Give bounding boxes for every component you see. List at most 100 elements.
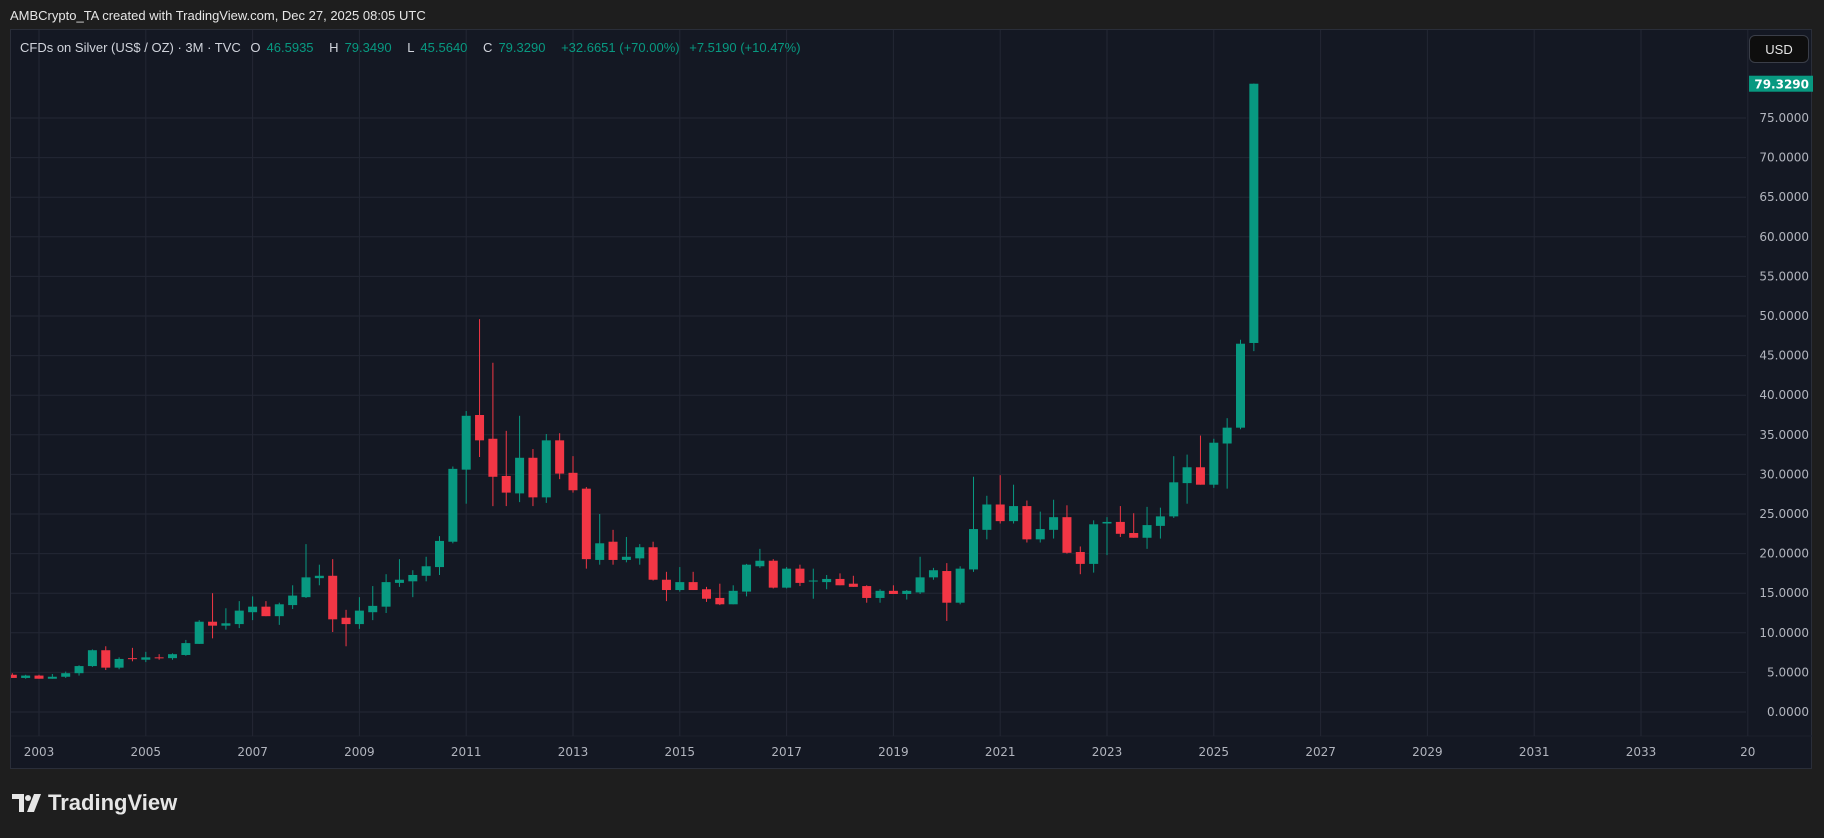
candle-body xyxy=(74,666,84,674)
x-tick-label: 20 xyxy=(1740,745,1755,759)
candle-body xyxy=(101,650,111,668)
chart-panel[interactable]: 0.0000 5.0000 10.0000 15.0000 20.0000 25.0000… xyxy=(10,29,1813,770)
candle-body xyxy=(755,560,765,567)
candle-body xyxy=(288,595,298,606)
y-tick-label: 60.0000 xyxy=(1759,230,1809,244)
candle-body xyxy=(715,597,725,605)
candle-body xyxy=(141,657,151,660)
candle-body xyxy=(1022,506,1032,540)
x-tick-label: 2031 xyxy=(1519,745,1550,759)
x-tick-label: 2007 xyxy=(237,745,268,759)
candle-body xyxy=(995,504,1005,522)
candle-body xyxy=(1169,482,1179,517)
x-tick-label: 2033 xyxy=(1626,745,1657,759)
x-tick-label: 2005 xyxy=(131,745,162,759)
candle-body xyxy=(515,457,525,494)
candle-body xyxy=(621,556,631,560)
y-tick-label: 20.0000 xyxy=(1759,547,1809,561)
candle-body xyxy=(87,650,97,667)
candle-body xyxy=(969,529,978,570)
y-tick-label: 10.0000 xyxy=(1759,626,1809,640)
candle-body xyxy=(581,488,591,560)
symbol-legend: CFDs on Silver (US$ / OZ) · 3M · TVC O 46… xyxy=(20,40,807,55)
candle-body xyxy=(688,582,698,591)
candle-body xyxy=(248,606,258,613)
candle-body xyxy=(1075,552,1085,564)
x-tick-label: 2003 xyxy=(24,745,55,759)
candle-body xyxy=(341,617,351,625)
candle-body xyxy=(808,580,818,582)
candle-body xyxy=(795,568,805,583)
candle-body xyxy=(822,578,832,583)
candle-body xyxy=(955,568,965,603)
candle-body xyxy=(875,590,885,598)
close-value: C 79.3290 xyxy=(483,40,546,55)
open-value: O 46.5935 xyxy=(250,40,314,55)
x-tick-label: 2011 xyxy=(451,745,482,759)
logo-text: TradingView xyxy=(48,790,178,815)
candle-body xyxy=(928,570,938,578)
candle-body xyxy=(768,560,778,588)
currency-button[interactable]: USD xyxy=(1749,35,1809,63)
candle-body xyxy=(127,658,137,660)
candle-body xyxy=(528,457,538,498)
current-price-badge xyxy=(1749,75,1813,92)
y-tick-label: 25.0000 xyxy=(1759,507,1809,521)
candle-body xyxy=(555,440,565,474)
x-tick-label: 2009 xyxy=(344,745,375,759)
candle-body xyxy=(114,658,124,668)
candle-body xyxy=(261,606,271,617)
candle-body xyxy=(661,579,671,591)
y-tick-label: 50.0000 xyxy=(1759,309,1809,323)
candle-body xyxy=(835,578,845,586)
x-tick-label: 2027 xyxy=(1305,745,1336,759)
x-tick-label: 2023 xyxy=(1092,745,1123,759)
candle-body xyxy=(728,590,738,605)
y-tick-label: 70.0000 xyxy=(1759,151,1809,165)
candle-body xyxy=(568,472,578,491)
candle-body xyxy=(1049,517,1059,530)
candlestick-chart[interactable]: 0.0000 5.0000 10.0000 15.0000 20.0000 25.0000… xyxy=(11,30,1813,770)
candle-body xyxy=(221,623,231,626)
y-tick-label: 75.0000 xyxy=(1759,111,1809,125)
candle-body xyxy=(1115,521,1125,534)
candle-body xyxy=(328,575,338,620)
x-tick-label: 2021 xyxy=(985,745,1016,759)
y-tick-label: 30.0000 xyxy=(1759,467,1809,481)
candle-body xyxy=(234,610,244,625)
candle-body xyxy=(595,543,605,560)
y-tick-label: 65.0000 xyxy=(1759,190,1809,204)
candle-body xyxy=(421,566,431,576)
candle-body xyxy=(1195,467,1205,485)
candle-body xyxy=(208,621,218,626)
candle-body xyxy=(475,415,485,441)
y-tick-label: 55.0000 xyxy=(1759,269,1809,283)
x-tick-label: 2029 xyxy=(1412,745,1443,759)
candle-body xyxy=(381,582,391,607)
candle-body xyxy=(61,673,71,677)
y-tick-label: 40.0000 xyxy=(1759,388,1809,402)
candle-body xyxy=(541,440,551,498)
y-tick-label: 0.0000 xyxy=(1767,705,1809,719)
candle-body xyxy=(488,438,498,477)
candle-body xyxy=(34,675,44,679)
candle-body xyxy=(742,564,752,592)
candle-body xyxy=(1129,533,1139,538)
current-price-label: 79.3290 xyxy=(1754,78,1809,92)
x-tick-label: 2013 xyxy=(558,745,589,759)
candle-body xyxy=(461,415,471,470)
candle-body xyxy=(168,654,177,659)
x-tick-label: 2025 xyxy=(1199,745,1230,759)
candle-body xyxy=(608,541,618,560)
candle-body xyxy=(181,643,191,655)
candle-body xyxy=(1009,506,1019,522)
candle-body xyxy=(702,589,711,599)
change-value-2: +7.5190 (+10.47%) xyxy=(689,40,801,55)
candle-body xyxy=(21,675,31,678)
candle-body xyxy=(635,547,645,559)
candle-body xyxy=(314,575,324,579)
candle-body xyxy=(448,468,458,542)
high-value: H 79.3490 xyxy=(329,40,392,55)
tradingview-logo[interactable]: TradingView xyxy=(12,790,177,816)
candle-body xyxy=(1209,442,1219,485)
